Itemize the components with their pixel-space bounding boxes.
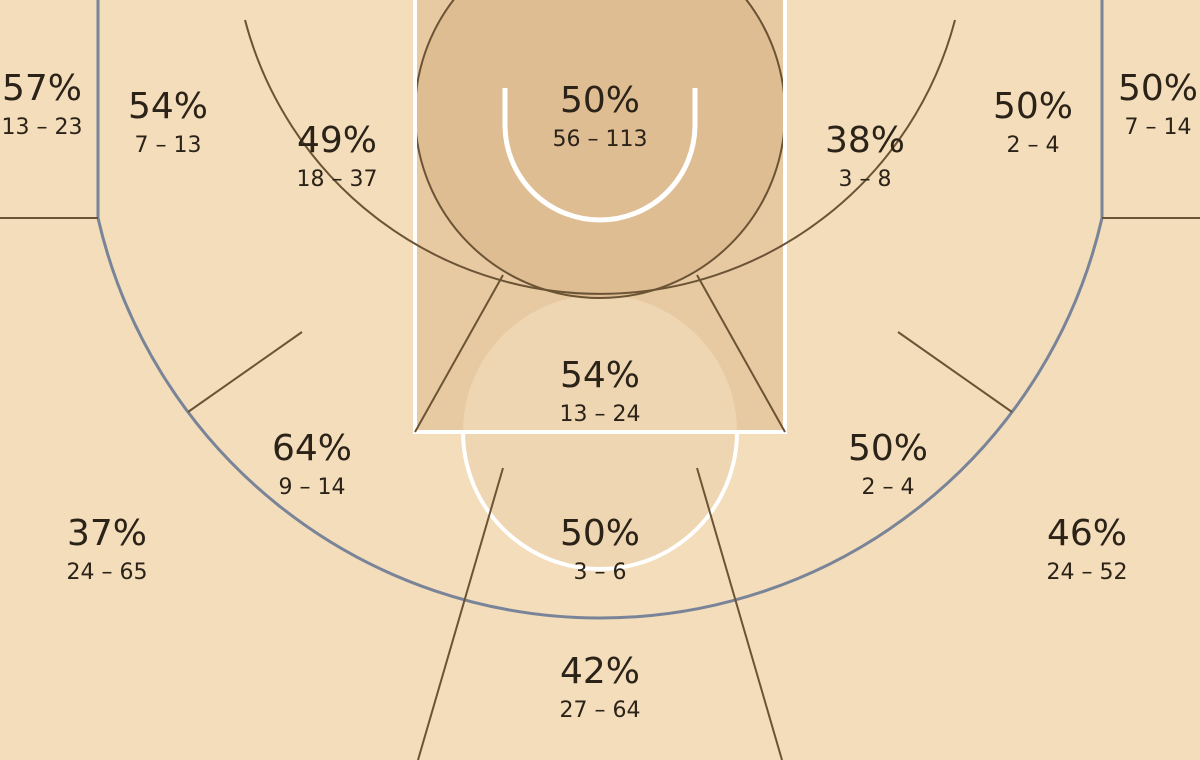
zone-made-attempted: 56 – 113	[553, 127, 648, 152]
zone-percentage: 50%	[560, 80, 640, 121]
zone-percentage: 54%	[128, 86, 208, 127]
zone-restricted-area: 50% 56 – 113	[553, 80, 648, 152]
zone-percentage: 50%	[1118, 68, 1198, 109]
lane-lines	[413, 0, 787, 434]
zone-percentage: 54%	[560, 355, 640, 396]
divider-line	[414, 274, 504, 433]
zone-right-short-mid: 38% 3 – 8	[825, 120, 905, 192]
zone-percentage: 42%	[560, 651, 640, 692]
zone-made-attempted: 13 – 23	[2, 115, 83, 140]
zone-percentage: 50%	[560, 513, 640, 554]
zone-made-attempted: 7 – 14	[1125, 115, 1192, 140]
restricted-arc	[502, 88, 698, 223]
mid-range-arc	[244, 19, 956, 295]
zone-percentage: 50%	[993, 86, 1073, 127]
zone-made-attempted: 24 – 52	[1047, 560, 1128, 585]
zone-percentage: 64%	[272, 428, 352, 469]
zone-left-short-mid: 49% 18 – 37	[297, 120, 378, 192]
divider-line	[696, 274, 786, 433]
zone-labels: 57% 13 – 23 54% 7 – 13 49% 18 – 37 50% 56 – 113…	[2, 68, 1199, 723]
zone-top-key-mid: 50% 3 – 6	[560, 513, 640, 585]
zone-left-baseline-mid: 54% 7 – 13	[128, 86, 208, 158]
zone-percentage: 38%	[825, 120, 905, 161]
zone-made-attempted: 13 – 24	[560, 402, 641, 427]
free-throw-arc	[461, 431, 739, 571]
zone-top-key-three: 42% 27 – 64	[560, 651, 641, 723]
zone-left-corner-three: 57% 13 – 23	[2, 68, 83, 140]
zone-made-attempted: 3 – 8	[839, 167, 892, 192]
divider-line	[696, 467, 783, 760]
zone-left-wing-mid: 64% 9 – 14	[272, 428, 352, 500]
zone-right-baseline-mid: 50% 2 – 4	[993, 86, 1073, 158]
zone-percentage: 50%	[848, 428, 928, 469]
zone-percentage: 46%	[1047, 513, 1127, 554]
zone-made-attempted: 2 – 4	[862, 475, 915, 500]
zone-made-attempted: 7 – 13	[135, 133, 202, 158]
divider-line	[187, 331, 303, 413]
zone-made-attempted: 27 – 64	[560, 698, 641, 723]
zone-dividers	[0, 217, 1200, 760]
zone-right-wing-three: 46% 24 – 52	[1047, 513, 1128, 585]
zone-right-wing-mid: 50% 2 – 4	[848, 428, 928, 500]
zone-percentage: 37%	[67, 513, 147, 554]
zone-paint-non-ra: 54% 13 – 24	[560, 355, 641, 427]
zone-made-attempted: 3 – 6	[574, 560, 627, 585]
divider-line	[897, 331, 1013, 413]
zone-made-attempted: 24 – 65	[67, 560, 148, 585]
zone-made-attempted: 9 – 14	[279, 475, 346, 500]
zone-left-wing-three: 37% 24 – 65	[67, 513, 148, 585]
three-point-line	[96, 0, 1104, 620]
zone-percentage: 49%	[297, 120, 377, 161]
zone-right-corner-three: 50% 7 – 14	[1118, 68, 1198, 140]
divider-line	[417, 467, 504, 760]
zone-made-attempted: 18 – 37	[297, 167, 378, 192]
zone-percentage: 57%	[2, 68, 82, 109]
zone-made-attempted: 2 – 4	[1007, 133, 1060, 158]
